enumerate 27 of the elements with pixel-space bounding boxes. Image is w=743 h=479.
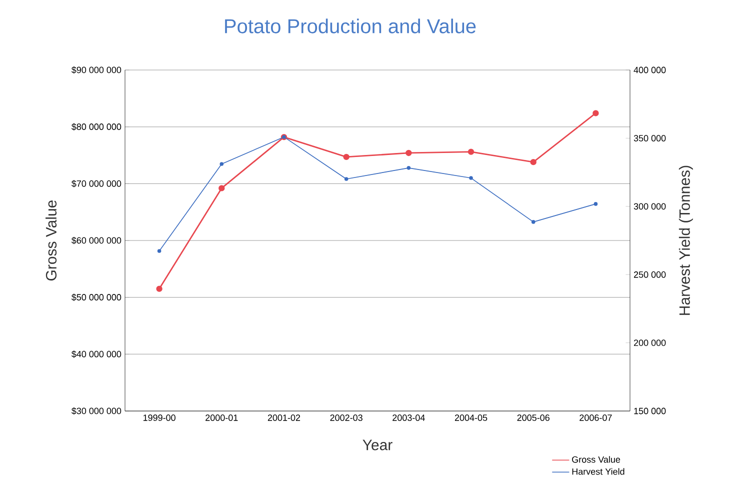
y-tick-label: $70 000 000 (72, 180, 122, 188)
x-tick-label: 2005-06 (517, 414, 550, 421)
y-tick-label: $90 000 000 (72, 66, 122, 74)
x-tick-label: 2004-05 (454, 414, 488, 421)
x-tick-label: 2006-07 (580, 414, 612, 421)
y2-tick-label: 200 000 (634, 340, 666, 346)
y-tick-label: $60 000 000 (72, 236, 122, 244)
y2-tick-label: 400 000 (634, 66, 666, 74)
legend-label: Gross Value (572, 456, 620, 463)
y2-tick-label: 350 000 (634, 135, 666, 142)
x-tick-label: 2001-02 (268, 414, 300, 421)
y-tick-label: $80 000 000 (72, 123, 122, 130)
y-tick-label: $50 000 000 (72, 294, 122, 301)
y-axis-title: Gross Value (46, 200, 57, 280)
x-tick-label: 2002-03 (330, 414, 362, 421)
x-axis-title: Year (362, 440, 392, 450)
x-tick-label: 1999-00 (143, 414, 176, 421)
legend-label: Harvest Yield (572, 468, 624, 475)
y-tick-label: $40 000 000 (72, 350, 122, 358)
y2-axis-title: Harvest Yield (Tonnes) (678, 166, 693, 315)
x-tick-label: 2003-04 (392, 414, 425, 421)
y2-tick-label: 300 000 (634, 203, 666, 210)
chart-title: Potato Production and Value (225, 18, 476, 34)
y-tick-label: $30 000 000 (72, 407, 122, 415)
y2-tick-label: 250 000 (634, 271, 666, 278)
y2-tick-label: 150 000 (634, 408, 666, 414)
x-tick-label: 2000-01 (206, 414, 238, 421)
